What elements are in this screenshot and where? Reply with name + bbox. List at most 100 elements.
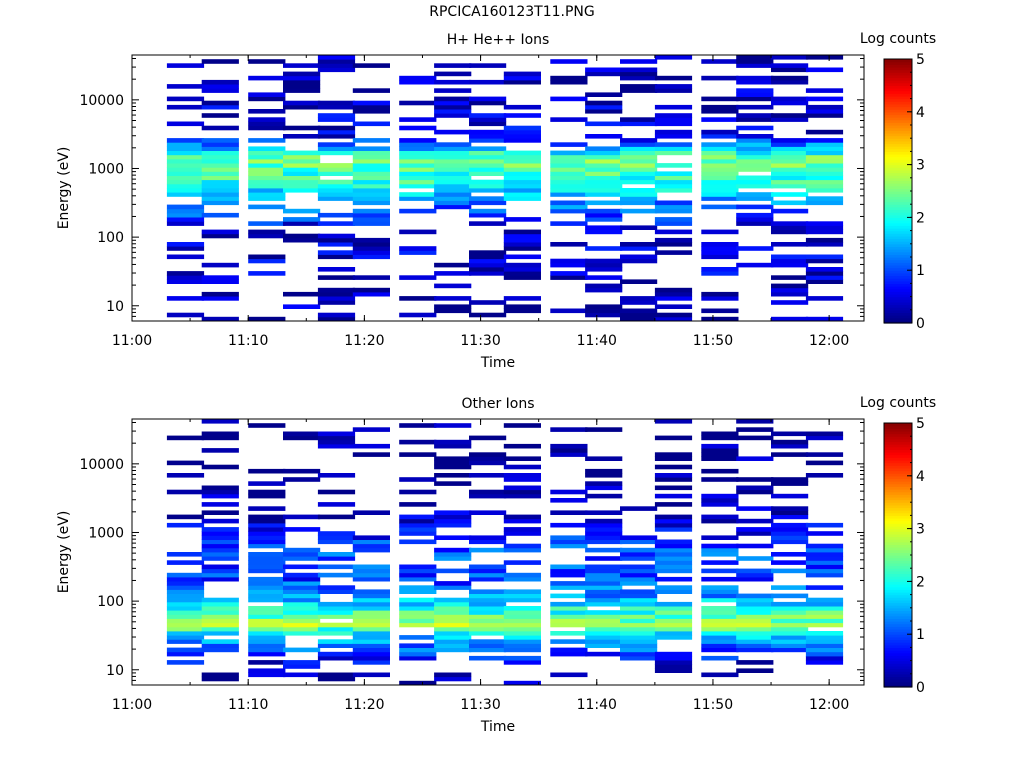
heatmap-cell — [736, 150, 774, 156]
heatmap-cell — [620, 589, 658, 594]
heatmap-cell — [701, 568, 739, 574]
heatmap-cell — [469, 138, 507, 143]
colorbar-step — [884, 615, 912, 619]
heatmap-cell — [166, 585, 205, 590]
colorbar-step — [884, 114, 912, 118]
heatmap-cell — [585, 146, 623, 151]
heatmap-cell — [654, 626, 693, 632]
heatmap-cell — [503, 543, 541, 549]
colorbar-step — [884, 631, 912, 635]
heatmap-cell — [434, 439, 472, 445]
heatmap-cell — [654, 631, 693, 636]
heatmap-cell — [654, 664, 693, 669]
heatmap-cell — [248, 196, 286, 201]
colorbar-tick-label: 1 — [916, 263, 925, 279]
heatmap-cell — [166, 635, 205, 640]
heatmap-cell — [550, 498, 588, 503]
colorbar-step — [884, 652, 912, 656]
heatmap-cell — [399, 183, 437, 189]
heatmap-cell — [317, 531, 356, 536]
colorbar-step — [884, 512, 912, 516]
heatmap-cell — [317, 572, 356, 578]
heatmap-cell — [701, 291, 739, 297]
colorbar-step — [884, 117, 912, 121]
heatmap-cell — [317, 439, 356, 445]
heatmap-cell — [585, 618, 623, 624]
heatmap-cell — [201, 535, 239, 540]
heatmap-cell — [283, 188, 321, 193]
heatmap-cell — [469, 601, 507, 607]
heatmap-cell — [701, 196, 739, 201]
colorbar-step — [884, 467, 912, 472]
heatmap-cell — [352, 175, 390, 181]
heatmap-cell — [620, 552, 658, 557]
heatmap-cell — [166, 660, 205, 665]
heatmap-cell — [771, 254, 809, 260]
panel-title: H+ He++ Ions — [447, 32, 550, 48]
heatmap-cell — [434, 71, 472, 77]
heatmap-cell — [434, 601, 472, 607]
heatmap-cell — [503, 547, 541, 553]
heatmap-cell — [352, 291, 390, 297]
heatmap-cell — [352, 88, 390, 93]
heatmap-cell — [654, 221, 693, 226]
heatmap-cell — [654, 84, 693, 89]
heatmap-cell — [469, 129, 507, 135]
heatmap-cell — [399, 489, 437, 495]
heatmap-cell — [736, 183, 774, 189]
x-tick-label: 11:50 — [693, 697, 733, 713]
heatmap-cell — [736, 639, 774, 644]
heatmap-cell — [248, 121, 286, 127]
heatmap-cell — [166, 192, 205, 197]
heatmap-cell — [201, 88, 239, 93]
heatmap-cell — [166, 179, 205, 185]
heatmap-cell — [771, 552, 809, 557]
heatmap-cell — [469, 535, 507, 540]
heatmap-cell — [585, 192, 623, 197]
heatmap-cell — [283, 75, 321, 81]
heatmap-cell — [585, 576, 623, 582]
colorbar-step — [884, 280, 912, 284]
heatmap-cell — [469, 610, 507, 615]
heatmap-cell — [620, 59, 658, 64]
colorbar-step — [884, 167, 912, 171]
heatmap-cell — [736, 204, 774, 210]
heatmap-cell — [805, 452, 844, 457]
colorbar-step — [884, 494, 912, 498]
heatmap-cell — [550, 522, 588, 528]
heatmap-cell — [434, 473, 472, 478]
heatmap-cell — [701, 246, 739, 251]
colorbar-step — [884, 671, 912, 675]
heatmap-cell — [201, 531, 239, 536]
heatmap-cell — [399, 250, 437, 255]
heatmap-cell — [248, 423, 286, 428]
heatmap-cell — [434, 88, 472, 93]
heatmap-cell — [736, 568, 774, 574]
heatmap-cell — [201, 618, 239, 624]
heatmap-cell — [654, 117, 693, 122]
heatmap-cell — [550, 271, 588, 276]
heatmap-cell — [620, 535, 658, 540]
heatmap-cell — [352, 610, 390, 615]
heatmap-cell — [399, 452, 437, 457]
heatmap-cell — [469, 618, 507, 624]
heatmap-cell — [352, 606, 390, 611]
heatmap-cell — [771, 113, 809, 118]
heatmap-cell — [434, 676, 472, 682]
heatmap-cell — [469, 121, 507, 127]
heatmap-cell — [550, 564, 588, 570]
heatmap-cell — [248, 527, 286, 532]
heatmap-cell — [352, 655, 390, 661]
heatmap-cell — [503, 618, 541, 624]
heatmap-cell — [701, 622, 739, 628]
x-tick-label: 11:10 — [228, 697, 268, 713]
heatmap-cell — [283, 527, 321, 532]
heatmap-cell — [503, 154, 541, 160]
heatmap-cell — [201, 576, 239, 582]
heatmap-cell — [550, 510, 588, 515]
heatmap-cell — [399, 618, 437, 624]
heatmap-cell — [620, 635, 658, 640]
heatmap-cell — [166, 246, 205, 251]
heatmap-cell — [701, 183, 739, 189]
heatmap-cell — [550, 572, 588, 578]
